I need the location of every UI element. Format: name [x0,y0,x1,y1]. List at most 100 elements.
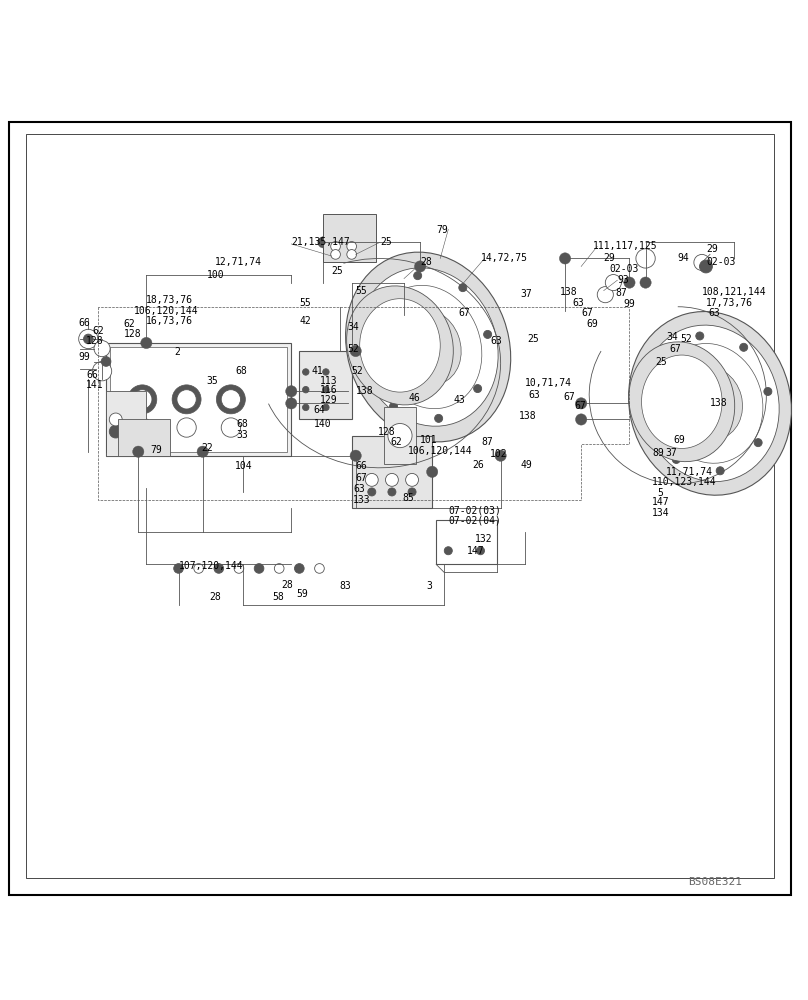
Circle shape [368,488,376,496]
Text: 69: 69 [674,435,685,445]
Text: 67: 67 [670,344,681,354]
Circle shape [133,390,152,409]
Circle shape [624,277,635,288]
Text: 147: 147 [467,546,485,556]
Text: 138: 138 [520,411,537,421]
Circle shape [255,564,264,573]
Text: 63: 63 [572,298,584,308]
Text: 3: 3 [427,581,432,591]
Text: 02-03: 02-03 [706,257,735,267]
Circle shape [177,418,196,437]
Circle shape [322,404,329,411]
Text: 52: 52 [680,334,692,344]
Circle shape [477,547,485,555]
Circle shape [414,272,422,280]
Text: 42: 42 [299,316,311,326]
Text: 116: 116 [319,385,337,395]
Text: 62: 62 [124,319,136,329]
Circle shape [197,446,208,457]
Circle shape [101,357,111,366]
Text: 107,120,144: 107,120,144 [179,561,243,571]
Ellipse shape [360,299,440,392]
Text: 129: 129 [319,395,337,405]
Bar [351,436,432,508]
Text: 35: 35 [207,376,218,386]
Text: 29: 29 [604,253,616,263]
Text: 22: 22 [201,443,213,453]
Text: 28: 28 [209,592,221,602]
Text: 68: 68 [235,366,246,376]
Text: 128: 128 [378,427,396,437]
Text: 34: 34 [347,322,360,332]
Text: 25: 25 [380,237,392,247]
Circle shape [559,253,570,264]
Text: 52: 52 [351,366,363,376]
Circle shape [484,330,491,338]
Circle shape [375,301,383,309]
Circle shape [716,467,724,475]
Ellipse shape [677,367,743,440]
Bar [299,351,351,419]
Bar [118,419,170,456]
Circle shape [364,356,372,364]
Text: 147: 147 [652,497,670,507]
Circle shape [286,386,297,397]
Text: 113: 113 [319,376,337,386]
Text: 106,120,144: 106,120,144 [408,446,473,456]
Text: BS08E321: BS08E321 [688,877,743,887]
Text: 101: 101 [420,435,438,445]
Circle shape [133,418,152,437]
Text: 67: 67 [574,401,587,411]
Text: 55: 55 [356,286,368,296]
Circle shape [385,473,398,486]
Bar [323,214,376,262]
Text: 133: 133 [353,495,371,505]
Text: 100: 100 [207,270,225,280]
Text: 108,121,144: 108,121,144 [702,287,767,297]
Text: 02-03: 02-03 [609,264,638,274]
Text: 67: 67 [458,308,469,318]
Circle shape [221,418,241,437]
Text: 16,73,76: 16,73,76 [146,316,193,326]
Circle shape [322,386,329,393]
Circle shape [658,360,666,368]
Circle shape [754,439,762,447]
Text: 79: 79 [436,225,448,235]
Circle shape [302,404,309,411]
Text: 138: 138 [710,398,728,408]
Text: 94: 94 [678,253,689,263]
Text: 111,117,125: 111,117,125 [593,241,658,251]
Circle shape [427,466,438,477]
Circle shape [221,390,241,409]
Text: 34: 34 [667,332,678,342]
Text: 63: 63 [709,308,720,318]
Text: 99: 99 [624,299,636,309]
Text: 138: 138 [356,386,373,396]
Circle shape [141,337,152,349]
Text: 79: 79 [150,445,162,455]
Text: 17,73,76: 17,73,76 [706,298,753,308]
Text: 62: 62 [390,437,402,447]
Text: 41: 41 [311,366,323,376]
Text: 63: 63 [490,336,502,346]
Text: 67: 67 [356,473,368,483]
Text: 46: 46 [409,393,421,403]
Circle shape [302,386,309,393]
Ellipse shape [641,325,779,482]
Text: 106,120,144: 106,120,144 [134,306,199,316]
Text: 93: 93 [617,275,629,285]
Text: 67: 67 [581,308,593,318]
Ellipse shape [629,342,734,462]
Circle shape [133,446,144,457]
Circle shape [214,564,224,573]
Text: 99: 99 [78,352,90,362]
Text: 07-02(04): 07-02(04) [448,516,501,526]
Circle shape [275,564,284,573]
Text: 102: 102 [490,449,507,459]
Text: 62: 62 [92,326,104,336]
Circle shape [700,260,713,273]
Circle shape [389,402,398,410]
Bar [106,391,146,456]
Ellipse shape [629,312,791,495]
Text: 63: 63 [353,484,365,494]
